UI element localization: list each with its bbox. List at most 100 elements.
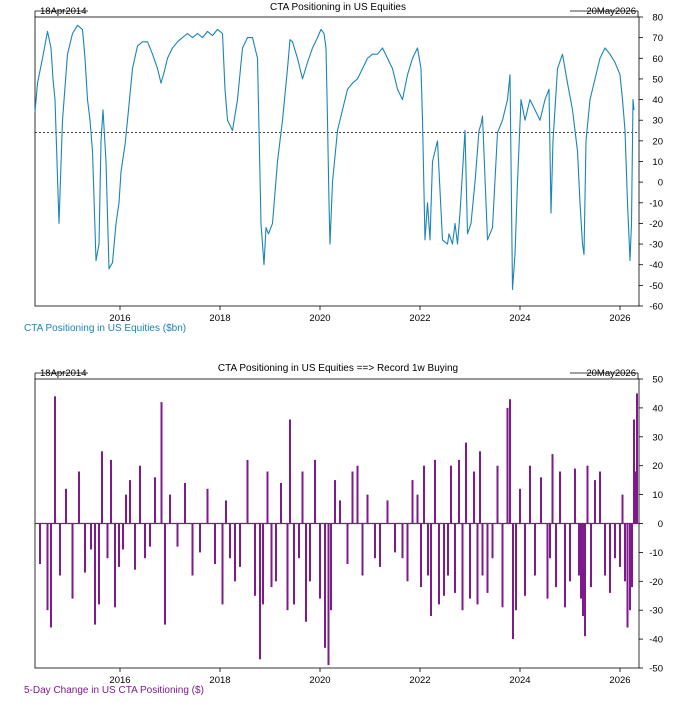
change-bar (501, 523, 504, 608)
y-tick-label: 80 (652, 13, 663, 24)
change-bar (351, 471, 354, 524)
y-tick-label: -20 (649, 219, 663, 230)
change-bar (293, 523, 295, 605)
x-tick-label: 2024 (509, 675, 530, 686)
change-bar (262, 523, 264, 605)
change-bar (39, 523, 41, 564)
change-bar (46, 523, 49, 611)
change-bar (289, 419, 291, 524)
change-bar (266, 471, 269, 524)
change-bar (346, 523, 349, 564)
y-tick-label: 40 (652, 403, 663, 414)
change-bar (154, 477, 156, 524)
change-bar (98, 523, 100, 605)
change-bar (386, 500, 389, 524)
change-bar (621, 494, 624, 524)
change-bar (144, 523, 146, 559)
change-bar (254, 523, 256, 596)
x-tick-label: 2016 (109, 675, 130, 686)
change-bar (496, 465, 499, 524)
change-bar (394, 523, 396, 553)
chart1-series-label: CTA Positioning in US Equities ($bn) (24, 323, 186, 334)
change-bar (366, 494, 369, 524)
y-tick-label: 60 (652, 54, 663, 65)
change-bar (564, 523, 566, 608)
y-tick-label: 20 (652, 461, 663, 472)
change-bar (580, 523, 582, 599)
change-bar (447, 523, 449, 576)
change-bar (234, 523, 236, 582)
change-bar (540, 477, 542, 524)
chart2-end-date: 20May2026 (586, 368, 636, 379)
change-bar (546, 523, 549, 599)
y-tick-label: 40 (652, 95, 663, 106)
change-bar (594, 480, 596, 524)
change-bar (578, 523, 580, 576)
y-tick-label: 70 (652, 33, 663, 44)
change-bar (411, 480, 414, 524)
change-bar (609, 523, 611, 593)
change-bar (225, 500, 227, 524)
change-bar (339, 500, 341, 524)
change-bar (416, 494, 419, 524)
change-bar (149, 523, 151, 547)
x-tick-label: 2018 (209, 675, 230, 686)
change-bar (438, 523, 440, 605)
change-bar (71, 523, 74, 599)
change-bar (569, 523, 571, 582)
change-bar (476, 523, 479, 605)
y-tick-label: -40 (649, 635, 663, 646)
chart1-end-date: 20May2026 (586, 6, 636, 17)
chart1-start-date: 18Apr2014 (40, 6, 86, 17)
change-bar (434, 459, 436, 524)
change-bar (169, 494, 171, 524)
change-bar (118, 523, 120, 567)
change-bar (184, 483, 186, 524)
change-bar (246, 459, 249, 524)
change-bar (461, 523, 464, 611)
change-bar (50, 523, 52, 628)
change-bar (280, 483, 282, 524)
change-bar (491, 523, 494, 559)
change-bar (509, 399, 511, 524)
change-bar (624, 523, 626, 582)
y-tick-label: -30 (649, 240, 663, 251)
change-bar (229, 523, 231, 559)
change-bar (549, 523, 551, 559)
change-bar (423, 465, 425, 524)
y-tick-label: -50 (649, 281, 663, 292)
change-bar (129, 480, 131, 524)
change-bar (114, 523, 116, 608)
change-bar (427, 523, 429, 576)
change-bar (334, 480, 336, 524)
change-bar (122, 523, 124, 550)
change-bar (420, 523, 422, 588)
change-bar (101, 451, 103, 524)
change-bar (78, 471, 80, 524)
change-bar (319, 523, 321, 599)
change-bar (636, 393, 638, 524)
y-tick-label: -60 (649, 302, 663, 313)
change-bar (515, 523, 517, 611)
y-tick-label: -10 (649, 198, 663, 209)
change-bar (469, 523, 471, 599)
change-bar (534, 523, 536, 576)
change-bar (430, 523, 432, 616)
chart2-start-date: 18Apr2014 (40, 368, 86, 379)
y-tick-label: 30 (652, 432, 663, 443)
change-bar (584, 523, 586, 637)
y-tick-label: -10 (649, 548, 663, 559)
change-bar (529, 465, 531, 524)
change-bar (134, 523, 136, 570)
change-bar (206, 488, 209, 524)
chart2-series-label: 5-Day Change in US CTA Positioning ($) (24, 685, 204, 696)
change-bar (574, 468, 576, 524)
change-bar (614, 523, 616, 559)
change-bar (191, 523, 194, 576)
positioning-panel: CTA Positioning in US Equities 18Apr2014… (24, 2, 663, 334)
change-bar (506, 407, 509, 524)
change-bar (629, 523, 631, 611)
y-tick-label: 20 (652, 136, 663, 147)
change-bar (164, 523, 166, 625)
